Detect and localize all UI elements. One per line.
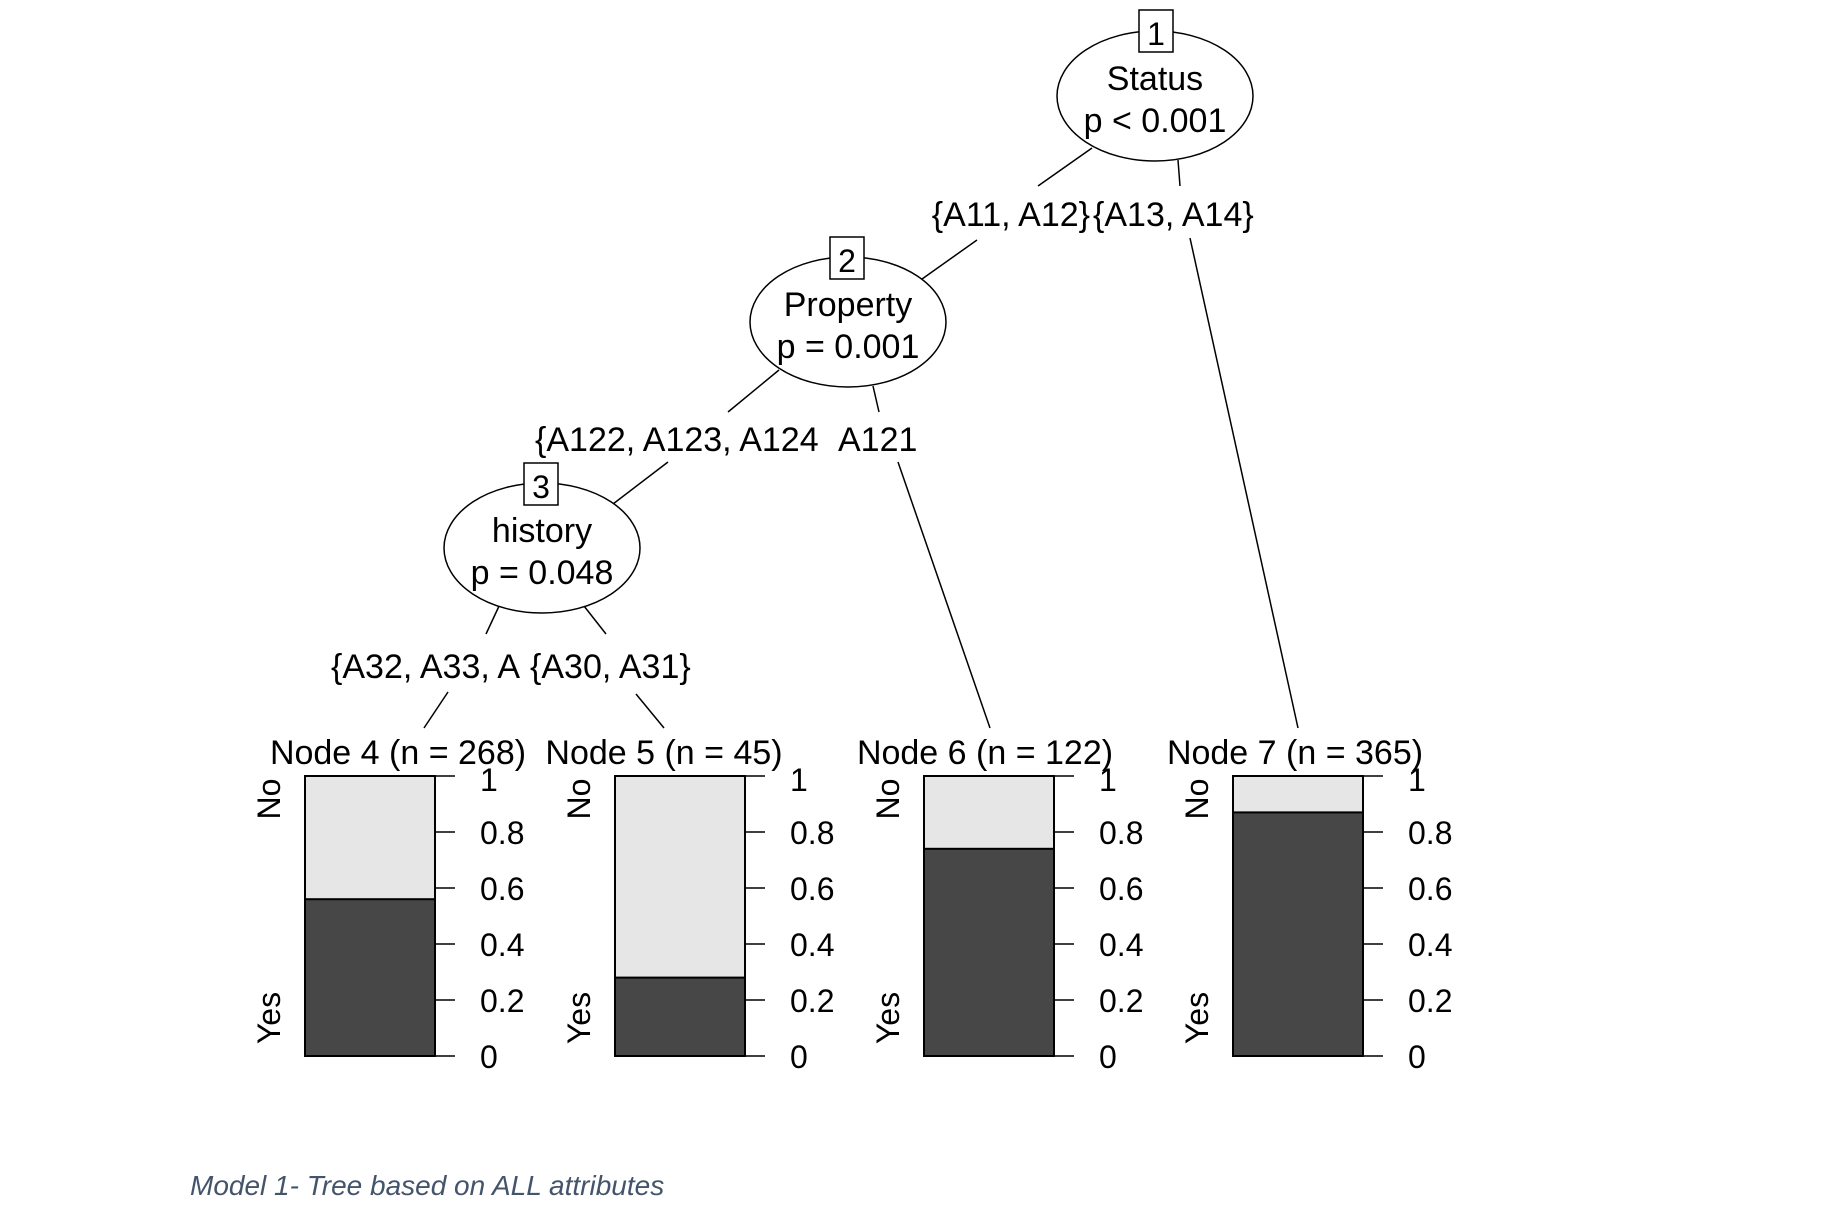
terminal-5-tick-0: 0 [790,1039,808,1075]
inner-node-2: 2 Property p = 0.001 [749,236,947,388]
terminal-6-tick-0.4: 0.4 [1099,927,1143,963]
node-3-variable: history [492,512,592,550]
inner-node-1: 1 Status p < 0.001 [1056,9,1254,162]
terminal-6-tick-0.8: 0.8 [1099,815,1143,851]
terminal-4-tick-0.2: 0.2 [480,983,524,1019]
edge-3-5-upper [583,605,607,635]
terminal-7-class-no: No [1179,779,1215,820]
edge-label-a13-a14: {A13, A14} [1093,196,1254,234]
terminal-7-tick-0.6: 0.6 [1408,871,1452,907]
terminal-6-tick-1: 1 [1099,762,1117,798]
node-1-id: 1 [1147,16,1165,52]
edge-2-6-lower [897,461,991,729]
terminal-node-6: Node 6 (n = 122) No Yes 0 0.2 0.4 0.6 0.… [857,734,1144,1075]
node-3-pvalue: p = 0.048 [471,554,614,592]
terminal-7-class-yes: Yes [1179,992,1215,1044]
terminal-4-class-no: No [251,779,287,820]
edge-label-a122-a123-a124: {A122, A123, A124 [535,421,819,459]
node-2-id: 2 [838,243,856,279]
terminal-7-tick-0.8: 0.8 [1408,815,1452,851]
node-1-variable: Status [1107,60,1203,98]
node-3-id: 3 [532,469,550,505]
terminal-7-bar-yes [1232,811,1364,1058]
node-1-pvalue: p < 0.001 [1084,102,1227,140]
terminal-5-axis [744,775,765,1057]
figure-caption: Model 1- Tree based on ALL attributes [190,1170,665,1201]
node-2-variable: Property [784,286,913,324]
terminal-node-4: Node 4 (n = 268) No Yes 0 0.2 0.4 0.6 0.… [251,734,526,1075]
edge-label-a30-a31: {A30, A31} [530,648,691,686]
terminal-7-tick-0: 0 [1408,1039,1426,1075]
terminal-4-tick-0.6: 0.6 [480,871,524,907]
terminal-4-bar-yes [304,898,436,1058]
terminal-5-bar-yes [614,976,746,1057]
terminal-6-class-yes: Yes [870,992,906,1044]
terminal-5-title: Node 5 (n = 45) [545,734,782,772]
terminal-7-axis [1362,775,1383,1057]
terminal-6-tick-0.2: 0.2 [1099,983,1143,1019]
terminal-node-7: Node 7 (n = 365) No Yes 0 0.2 0.4 0.6 0.… [1167,734,1453,1075]
terminal-4-tick-0.8: 0.8 [480,815,524,851]
terminal-6-class-no: No [870,779,906,820]
terminal-7-tick-1: 1 [1408,762,1426,798]
terminal-4-tick-0: 0 [480,1039,498,1075]
edge-1-7-lower [1189,237,1299,729]
edge-label-a32-a33: {A32, A33, A [331,648,520,686]
edge-1-2-upper [1037,147,1093,187]
terminal-4-tick-0.4: 0.4 [480,927,524,963]
edge-1-7-upper [1177,159,1181,187]
edge-2-3-upper [727,369,780,413]
inner-node-3: 3 history p = 0.048 [443,462,641,614]
terminal-5-class-no: No [561,779,597,820]
terminal-5-tick-1: 1 [790,762,808,798]
edge-label-a11-a12: {A11, A12} [932,196,1090,234]
edge-2-3-lower [612,461,669,505]
edge-3-5-lower [635,693,665,729]
terminal-node-5: Node 5 (n = 45) No Yes 0 0.2 0.4 0.6 0.8… [545,734,834,1075]
terminal-7-title: Node 7 (n = 365) [1167,734,1423,772]
edge-3-4-upper [485,603,501,635]
terminal-7-tick-0.4: 0.4 [1408,927,1452,963]
terminal-4-class-yes: Yes [251,992,287,1044]
terminal-6-title: Node 6 (n = 122) [857,734,1113,772]
terminal-6-axis [1053,775,1074,1057]
terminal-6-tick-0.6: 0.6 [1099,871,1143,907]
node-2-pvalue: p = 0.001 [777,328,920,366]
edge-1-2-lower [914,239,978,285]
terminal-6-tick-0: 0 [1099,1039,1117,1075]
edge-label-a121: A121 [838,421,917,459]
terminal-4-tick-1: 1 [480,762,498,798]
terminal-5-tick-0.2: 0.2 [790,983,834,1019]
edge-2-6-upper [872,385,880,413]
terminal-4-title: Node 4 (n = 268) [270,734,526,772]
terminal-4-axis [434,775,455,1057]
terminal-5-class-yes: Yes [561,992,597,1044]
terminal-6-bar-yes [923,847,1055,1057]
terminal-5-tick-0.8: 0.8 [790,815,834,851]
terminal-5-tick-0.4: 0.4 [790,927,834,963]
terminal-5-tick-0.6: 0.6 [790,871,834,907]
edge-3-4-lower [423,691,449,729]
terminal-7-tick-0.2: 0.2 [1408,983,1452,1019]
